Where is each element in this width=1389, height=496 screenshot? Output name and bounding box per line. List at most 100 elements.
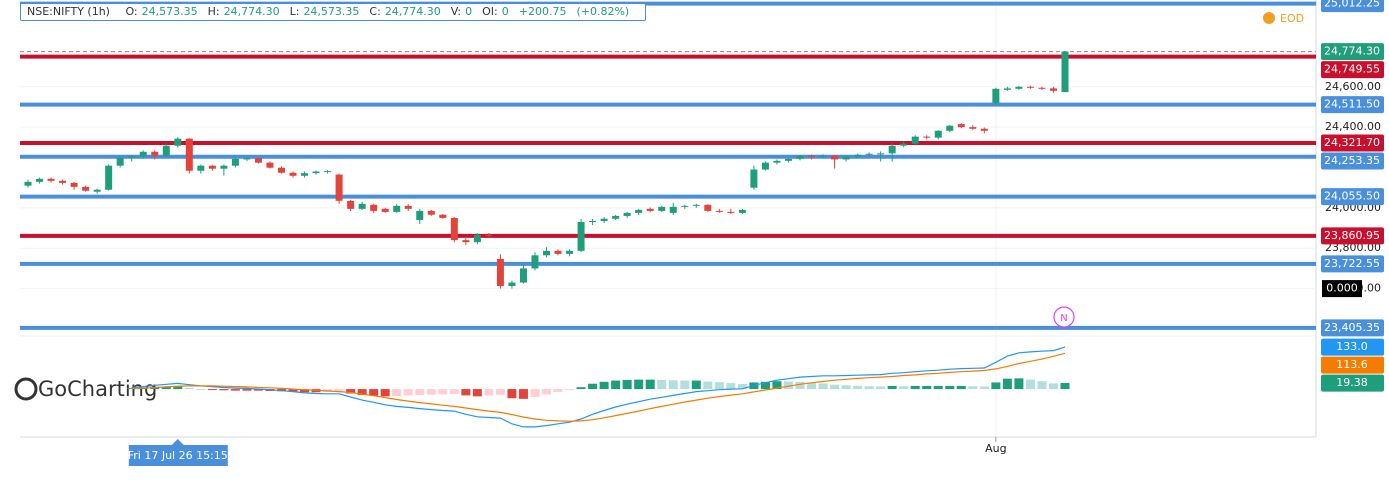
histogram-bar: [530, 389, 540, 397]
candle-body: [784, 158, 792, 161]
level-label-bg: [1321, 319, 1384, 337]
histogram-bar: [495, 389, 505, 395]
histogram-bar: [807, 382, 817, 390]
field-value: 0: [501, 5, 509, 18]
last-price-label: 24,774.30: [1324, 45, 1380, 58]
histogram-bar: [760, 381, 770, 390]
level-label: 25,012.25: [1324, 0, 1380, 10]
candle-body: [819, 155, 827, 157]
candle-body: [197, 165, 205, 171]
candle-body: [750, 169, 758, 188]
last-price-label-bg: [1321, 43, 1384, 61]
watermark-text: GoCharting: [38, 377, 157, 401]
histogram-bar: [841, 385, 851, 390]
candle-body: [612, 215, 620, 219]
candle-body: [957, 124, 965, 128]
candle-body: [301, 173, 309, 176]
crosshair-time-pointer: [171, 439, 184, 445]
candle-body: [992, 88, 1000, 103]
candle-body: [854, 154, 862, 157]
candle-body: [1038, 87, 1046, 89]
candle-body: [231, 158, 239, 166]
field-value: 0: [465, 5, 473, 18]
indicator-label: 19.38: [1336, 376, 1368, 389]
candle-body: [1003, 88, 1011, 90]
histogram-bar: [461, 389, 471, 396]
y-tick-label: 24,400.00: [1325, 120, 1381, 133]
candle-body: [116, 157, 124, 166]
histogram-bar: [127, 388, 137, 390]
histogram-bar: [933, 385, 943, 390]
news-marker: [1053, 306, 1075, 328]
candle-body: [381, 208, 389, 212]
candle-body: [727, 211, 735, 213]
field-value: 24,774.30: [223, 5, 280, 18]
field-label: L:: [289, 5, 300, 18]
candle-body: [577, 221, 585, 251]
histogram-bar: [634, 379, 644, 390]
candle-body: [439, 214, 447, 218]
candle-body: [358, 203, 366, 209]
histogram-bar: [922, 385, 932, 390]
candle-body: [416, 210, 424, 220]
candle-body: [831, 155, 839, 160]
candle-body: [1015, 86, 1023, 89]
histogram-bar: [484, 389, 494, 396]
symbol: NSE:NIFTY (1h): [27, 5, 110, 18]
change: +200.75: [518, 5, 567, 18]
level-label-bg: [1321, 61, 1384, 79]
histogram-bar: [507, 389, 517, 399]
histogram-bar: [449, 389, 459, 394]
histogram-bar: [830, 384, 840, 390]
level-label: 24,321.70: [1324, 136, 1380, 149]
candle-body: [865, 153, 873, 155]
histogram-bar: [991, 382, 1001, 390]
candle-body: [566, 250, 574, 254]
crosshair-price-bg: [1322, 280, 1362, 298]
candle-body: [151, 151, 159, 156]
candle-body: [105, 165, 113, 190]
candle-body: [669, 206, 677, 213]
candle-body: [715, 210, 723, 212]
histogram-bar: [783, 381, 793, 390]
indicator-line: [131, 346, 1066, 428]
candle-body: [289, 172, 297, 176]
level-label-bg: [1321, 188, 1384, 206]
histogram-bar: [1014, 378, 1024, 390]
candle-body: [761, 162, 769, 170]
candle-body: [773, 160, 781, 163]
candle-body: [623, 212, 631, 216]
candle-body: [796, 155, 804, 159]
indicator-label: 113.6: [1336, 358, 1368, 371]
histogram-bar: [968, 386, 978, 390]
indicator-label: 133.0: [1336, 340, 1368, 353]
histogram-bar: [795, 381, 805, 390]
candle-body: [208, 165, 216, 169]
level-label-bg: [1321, 134, 1384, 152]
histogram-bar: [565, 389, 575, 391]
candle-body: [543, 250, 550, 256]
candle-body: [808, 155, 816, 157]
candle-body: [93, 189, 101, 192]
histogram-bar: [438, 389, 448, 395]
candle-body: [738, 209, 746, 213]
watermark: GoCharting: [14, 377, 157, 401]
level-label: 23,405.35: [1324, 321, 1380, 334]
histogram-bar: [369, 389, 379, 396]
level-label-bg: [1321, 255, 1384, 273]
candle-body: [427, 210, 435, 215]
field-label: OI:: [482, 5, 498, 18]
candle-body: [646, 208, 654, 211]
histogram-bar: [887, 385, 897, 390]
histogram-bar: [346, 389, 356, 394]
candle-body: [496, 258, 504, 286]
candle-body: [312, 171, 320, 174]
candle-body: [1061, 51, 1069, 93]
symbol-header: NSE:NIFTY (1h) O: 24,573.35 H: 24,774.30 L: 2…: [20, 3, 647, 21]
histogram-bar: [357, 389, 367, 396]
candle-body: [139, 151, 147, 157]
candle-body: [934, 130, 942, 138]
level-label-bg: [1321, 96, 1384, 114]
candle-body: [220, 165, 228, 169]
